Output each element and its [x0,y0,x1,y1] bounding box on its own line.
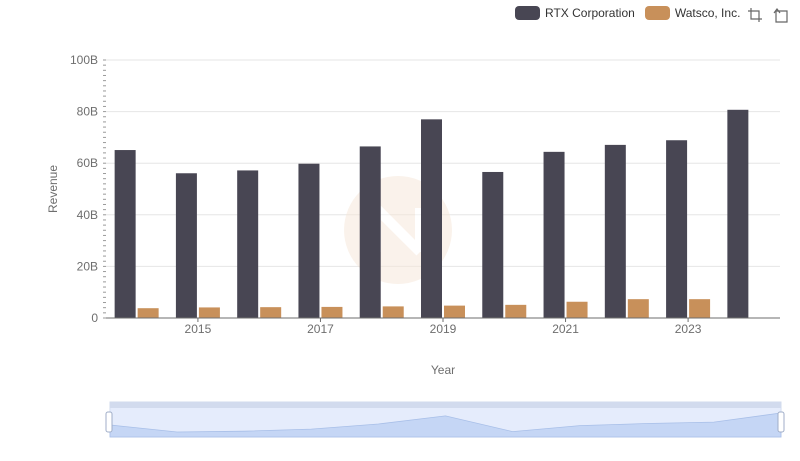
y-tick-label: 20B [77,259,98,273]
legend-swatch-rtx [515,6,540,20]
slider-top-bar[interactable] [110,402,781,408]
zoom-icon[interactable] [747,7,763,23]
x-tick-labels: 2015 2017 2019 2021 2023 [185,318,702,336]
bar-watsco-2020 [505,304,527,318]
x-tick-label: 2015 [185,322,212,336]
restore-icon[interactable] [773,7,789,23]
slider-handle-left[interactable] [105,411,113,433]
bar-rtx-2022 [604,144,626,318]
x-tick-label: 2023 [675,322,702,336]
bar-rtx-2024 [727,109,749,318]
legend: RTX Corporation Watsco, Inc. [515,4,750,22]
bar-watsco-2014 [137,308,159,318]
legend-item-watsco[interactable]: Watsco, Inc. [644,6,741,20]
legend-swatch-watsco [644,6,670,20]
y-tick-label: 60B [77,156,98,170]
y-tick-label: 0 [91,311,98,325]
y-minor-ticks [103,59,106,319]
bar-rtx-2019 [421,119,442,318]
legend-label-rtx: RTX Corporation [545,6,635,20]
x-tick-label: 2021 [552,322,579,336]
bar-rtx-2023 [666,140,688,318]
bar-watsco-2023 [689,299,711,318]
y-axis-title: Revenue [46,165,60,213]
bar-rtx-2016 [237,170,259,318]
bar-rtx-2015 [175,173,197,318]
legend-label-watsco: Watsco, Inc. [674,6,741,20]
bar-rtx-2018 [359,146,381,318]
x-tick-label: 2019 [430,322,457,336]
slider-preview-area [109,412,782,438]
data-zoom-slider[interactable] [105,401,785,438]
bar-watsco-2016 [260,307,282,318]
bar-rtx-2017 [298,163,320,318]
legend-item-rtx[interactable]: RTX Corporation [515,6,635,20]
bar-rtx-2021 [543,151,565,318]
x-axis-title: Year [431,363,455,377]
bar-watsco-2015 [198,307,220,318]
bar-watsco-2022 [627,299,649,318]
y-tick-labels: 0 20B 40B 60B 80B 100B [70,53,98,325]
y-tick-label: 100B [70,53,98,67]
y-tick-label: 40B [77,208,98,222]
bar-watsco-2021 [566,301,588,318]
bars [114,109,749,318]
bar-watsco-2017 [321,306,343,318]
bar-watsco-2019 [444,305,465,318]
bar-watsco-2018 [382,306,404,318]
bar-rtx-2020 [482,171,504,318]
x-tick-label: 2017 [307,322,334,336]
bar-rtx-2014 [114,150,136,318]
slider-handle-right[interactable] [777,411,785,433]
y-tick-label: 80B [77,105,98,119]
